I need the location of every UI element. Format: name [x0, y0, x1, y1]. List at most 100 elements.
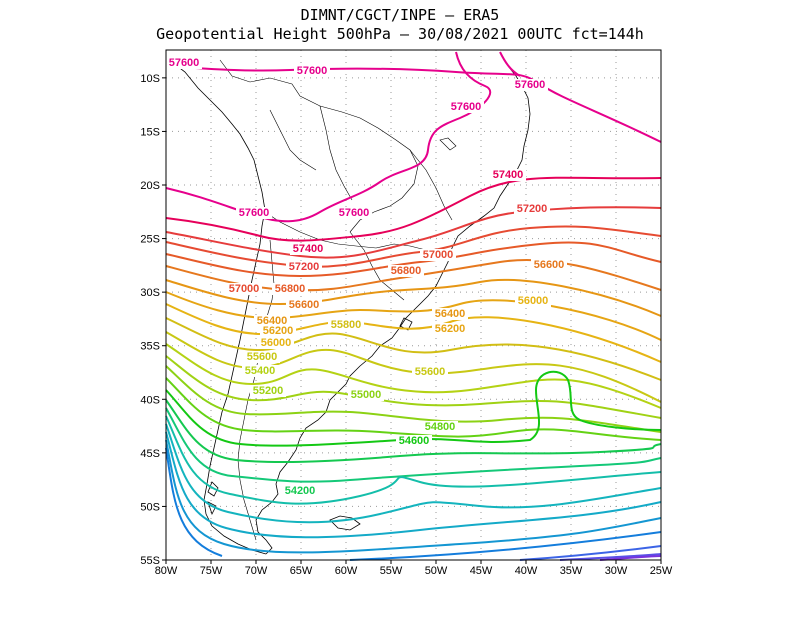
contour-label: 57400	[493, 169, 524, 181]
lat-label: 25S	[140, 234, 160, 246]
contour-label: 56600	[534, 259, 565, 271]
contour-label-bg	[420, 249, 456, 261]
contour-line	[165, 407, 662, 483]
contour-line	[499, 51, 521, 77]
contour-label: 56200	[435, 323, 466, 335]
contour-line	[165, 415, 662, 505]
contour-label: 54800	[425, 421, 456, 433]
lat-label: 35S	[140, 341, 160, 353]
contour-label: 56800	[275, 283, 306, 295]
contour-label: 57000	[423, 249, 454, 261]
lon-label: 30W	[605, 565, 628, 577]
lat-label: 15S	[140, 126, 160, 138]
contour-line	[165, 65, 662, 143]
lon-label: 65W	[290, 565, 313, 577]
lon-label: 40W	[515, 565, 538, 577]
contour-line	[165, 206, 662, 259]
lat-label: 20S	[140, 180, 160, 192]
contour-label-bg	[422, 421, 458, 433]
lat-label: 30S	[140, 287, 160, 299]
contour-line	[165, 241, 662, 278]
contour-label-bg	[512, 79, 548, 91]
contour-label-bg	[412, 366, 448, 378]
contour-label-bg	[166, 57, 202, 69]
contour-label: 57600	[169, 57, 200, 69]
contour-label: 54200	[285, 485, 316, 497]
lat-label: 40S	[140, 394, 160, 406]
contour-label: 57600	[297, 65, 328, 77]
contour-line	[165, 317, 662, 381]
contour-line	[165, 370, 662, 447]
contour-label: 56800	[391, 265, 422, 277]
lon-label: 25W	[650, 565, 673, 577]
contour-label-bg	[336, 207, 372, 219]
contour-label-bg	[258, 337, 294, 349]
contour-label-bg	[514, 203, 550, 215]
contour-label-bg	[272, 283, 308, 295]
chart-title-line1: DIMNT/CGCT/INPE – ERA5	[300, 6, 500, 24]
contour-label: 55000	[351, 389, 382, 401]
contour-line	[165, 279, 662, 317]
contour-label: 56600	[289, 299, 320, 311]
contour-label: 57600	[515, 79, 546, 91]
contour-label-bg	[432, 323, 468, 335]
contour-line	[559, 553, 662, 561]
contour-label-bg	[348, 389, 384, 401]
contour-label-bg	[388, 265, 424, 277]
lon-label: 45W	[470, 565, 493, 577]
contour-label: 57200	[289, 261, 320, 273]
contour-line	[165, 225, 662, 268]
contour-label-bg	[396, 435, 432, 447]
contour-line	[165, 343, 662, 409]
contour-label: 57600	[339, 207, 370, 219]
contour-label: 56200	[263, 325, 294, 337]
contour-label: 55200	[253, 385, 284, 397]
contour-line	[165, 176, 662, 242]
contour-label: 57600	[451, 101, 482, 113]
contour-line	[165, 365, 662, 433]
contour-label-bg	[282, 485, 318, 497]
chart-title-line2: Geopotential Height 500hPa – 30/08/2021 …	[156, 25, 644, 43]
contour-label-bg	[290, 243, 326, 255]
contour-label-bg	[286, 261, 322, 273]
contour-line	[165, 423, 662, 524]
contour-line	[165, 447, 662, 561]
coastlines	[171, 61, 531, 555]
contour-label-bg	[236, 207, 272, 219]
lat-label: 45S	[140, 448, 160, 460]
contour-label-bg	[286, 299, 322, 311]
lat-label: 50S	[140, 501, 160, 513]
contour-line	[165, 439, 662, 554]
lon-label: 70W	[245, 565, 268, 577]
contour-label: 55600	[247, 351, 278, 363]
contour-line	[165, 377, 662, 441]
contour-label: 56000	[261, 337, 292, 349]
contour-label: 56400	[435, 308, 466, 320]
contour-label-bg	[294, 65, 330, 77]
lon-label: 80W	[155, 565, 178, 577]
contour-label-bg	[432, 308, 468, 320]
contour-label: 57600	[239, 207, 270, 219]
contour-label: 55800	[331, 319, 362, 331]
lat-label: 55S	[140, 555, 160, 567]
lon-label: 55W	[380, 565, 403, 577]
contour-label: 55600	[415, 366, 446, 378]
lat-lon-grid	[165, 50, 662, 561]
contour-label: 57400	[293, 243, 324, 255]
map-frame	[165, 49, 662, 561]
contour-label-bg	[250, 385, 286, 397]
contour-label-bg	[226, 283, 262, 295]
contour-line	[519, 545, 662, 561]
contour-label-bg	[490, 169, 526, 181]
contour-label: 57000	[229, 283, 260, 295]
contour-label-bg	[242, 365, 278, 377]
contour-label: 57200	[517, 203, 548, 215]
contour-line	[165, 355, 662, 419]
contour-label: 56400	[257, 315, 288, 327]
contour-line	[165, 399, 662, 464]
lon-label: 60W	[335, 565, 358, 577]
contour-label-bg	[260, 325, 296, 337]
contour-label: 55400	[245, 365, 276, 377]
contour-label-bg	[254, 315, 290, 327]
